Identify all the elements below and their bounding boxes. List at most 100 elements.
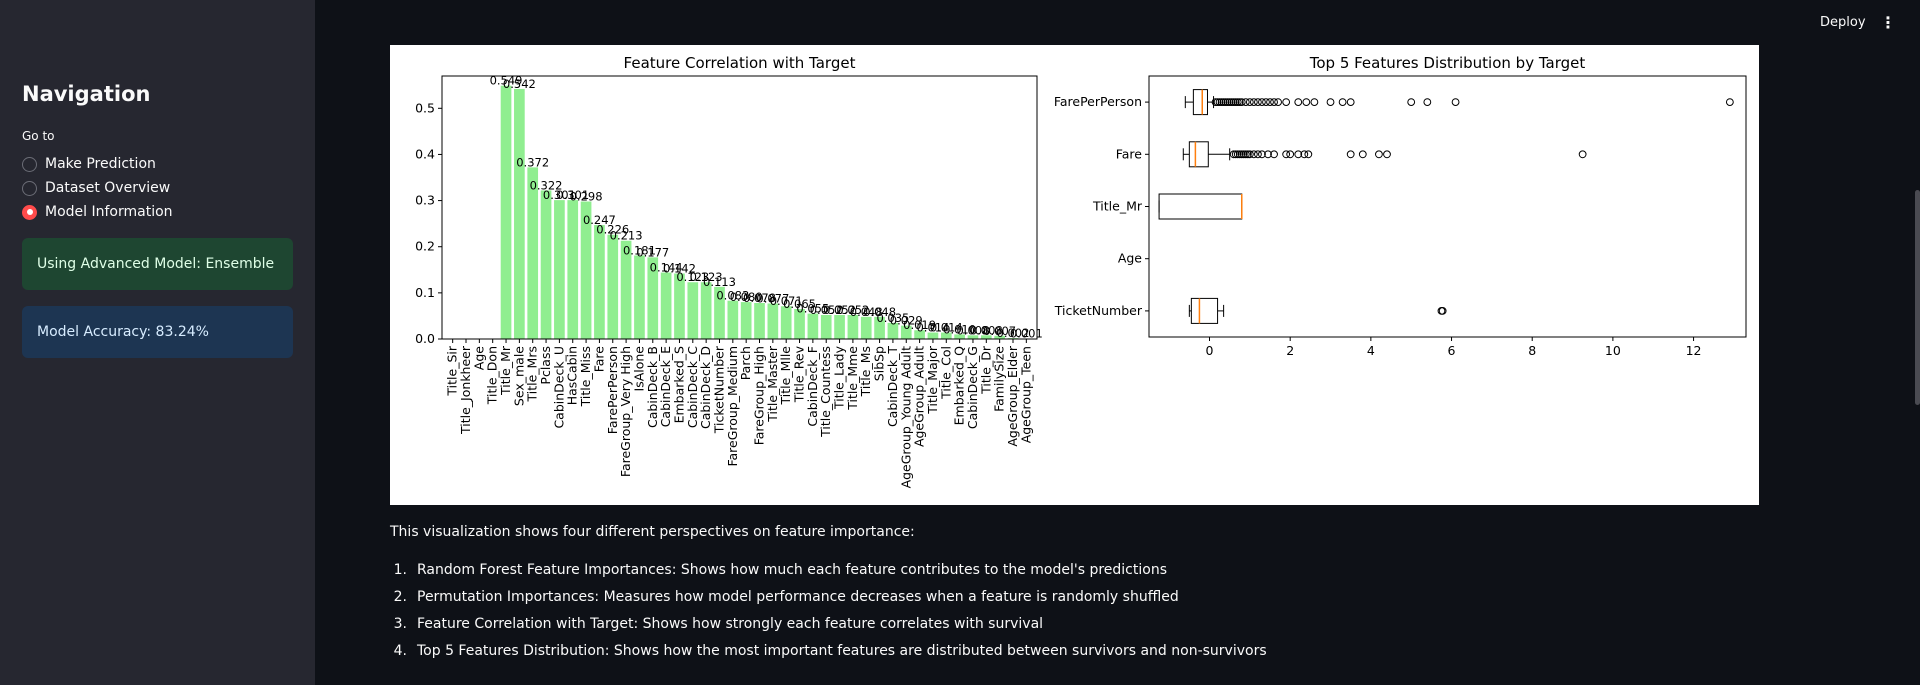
bar-value-label: 0.052 — [836, 303, 869, 317]
x-tick-label: CabinDeck_D — [698, 346, 713, 429]
correlation-bar — [540, 190, 552, 339]
boxplot-outlier — [1254, 98, 1262, 106]
y-tick-label: Age — [1118, 251, 1142, 266]
correlation-bar — [834, 315, 845, 339]
radio-label: Make Prediction — [45, 156, 156, 172]
boxplot-outlier — [1221, 98, 1230, 106]
bar-value-label: 0.052 — [823, 303, 856, 317]
correlation-bar — [887, 322, 899, 339]
bar-value-label: 0.123 — [676, 270, 709, 284]
boxplot-outlier — [1215, 98, 1224, 106]
bar-value-label: 0.542 — [503, 77, 536, 91]
boxplot-outlier — [1264, 150, 1272, 159]
boxplot-title: Top 5 Features Distribution by Target — [1309, 54, 1586, 72]
list-number: 3. — [393, 616, 407, 632]
bar-value-label: 0.019 — [903, 318, 936, 332]
x-tick-label: FareGroup_Medium — [725, 346, 740, 467]
correlation-bar — [754, 303, 765, 339]
bar-value-label: 0.010 — [943, 322, 976, 336]
main-menu-icon[interactable]: ⋮ — [1880, 13, 1896, 32]
boxplot-outlier — [1213, 98, 1222, 106]
x-tick-label: AgeGroup_Young Adult — [898, 346, 913, 489]
y-tick-label: 0.2 — [415, 239, 435, 254]
x-tick-label: CabinDeck_G — [965, 346, 980, 429]
boxplot-outlier — [1258, 98, 1266, 106]
deploy-button[interactable]: Deploy — [1820, 15, 1866, 30]
correlation-bar — [767, 303, 779, 339]
correlation-bar — [967, 335, 979, 339]
radio-dataset-overview[interactable]: Dataset Overview — [22, 178, 170, 198]
x-tick-label: Embarked_S — [671, 346, 686, 423]
boxplot-outlier — [1249, 150, 1258, 159]
x-tick-label: Title_Mlle — [778, 346, 793, 406]
boxplot-outlier — [1235, 98, 1244, 106]
bar-value-label: 0.372 — [516, 155, 549, 169]
correlation-bar — [714, 286, 725, 339]
correlation-bar — [674, 273, 685, 339]
list-item: 3. Feature Correlation with Target: Show… — [390, 616, 1590, 636]
boxplot-outlier — [1326, 98, 1335, 106]
boxplot-outlier — [1383, 150, 1391, 159]
boxplot-outlier — [1286, 150, 1295, 159]
boxplot-outlier — [1237, 150, 1246, 159]
bar-value-label: 0.035 — [876, 311, 909, 325]
correlation-bar — [927, 332, 939, 339]
boxplot-outlier — [1243, 150, 1252, 159]
boxplot-outlier — [1310, 98, 1319, 106]
radio-model-information[interactable]: Model Information — [22, 202, 173, 222]
x-tick-label: AgeGroup_Teen — [1018, 346, 1033, 443]
bar-value-label: 0.008 — [956, 323, 989, 337]
boxplot-outlier — [1282, 98, 1291, 106]
boxplot-outlier — [1423, 98, 1432, 106]
x-tick-label: Title_Mr — [498, 345, 513, 396]
bar-value-label: 0.077 — [756, 291, 789, 305]
x-tick-label: FarePerPerson — [605, 346, 620, 434]
x-tick-label: 12 — [1686, 343, 1702, 358]
correlation-bar — [700, 282, 712, 339]
info-message: Model Accuracy: 83.24% — [37, 324, 209, 340]
boxplot-outlier — [1241, 150, 1250, 159]
correlation-bar — [554, 200, 565, 339]
boxplot-outlier — [1294, 98, 1303, 106]
boxplot-outlier — [1438, 307, 1447, 315]
boxplot-outlier — [1346, 98, 1355, 106]
x-tick-label: CabinDeck_T — [885, 346, 900, 427]
bar-value-label: 0.301 — [556, 188, 589, 202]
y-tick-label: 0.0 — [415, 331, 435, 346]
visualization-caption: This visualization shows four different … — [390, 524, 915, 540]
x-tick-label: FareGroup_Very High — [618, 346, 633, 477]
boxplot-outlier — [1233, 98, 1242, 106]
correlation-bar — [567, 200, 579, 339]
bar-value-label: 0.322 — [530, 178, 563, 192]
radio-make-prediction[interactable]: Make Prediction — [22, 154, 156, 174]
radio-label: Model Information — [45, 204, 173, 220]
bar-value-label: 0.226 — [596, 223, 629, 237]
boxplot-outlier — [1304, 150, 1313, 159]
x-tick-label: CabinDeck_B — [645, 346, 660, 428]
boxplot-outlier — [1578, 150, 1587, 159]
x-tick-label: 4 — [1367, 343, 1375, 358]
bar-value-label: 0.071 — [770, 294, 803, 308]
boxplot-outlier — [1223, 98, 1232, 106]
radio-label: Dataset Overview — [45, 180, 171, 196]
correlation-bar — [594, 225, 605, 339]
correlation-bar — [980, 335, 992, 339]
bar-value-label: 0.048 — [850, 305, 883, 319]
correlation-bar — [660, 272, 672, 339]
bar-value-label: 0.001 — [1010, 327, 1043, 341]
scrollbar[interactable] — [1915, 190, 1920, 405]
bar-value-label: 0.048 — [863, 305, 896, 319]
correlation-bar — [807, 313, 819, 339]
correlation-bar — [727, 300, 739, 339]
bar-value-label: 0.213 — [610, 229, 643, 243]
x-tick-label: CabinDeck_C — [685, 346, 700, 428]
x-tick-label: Title_Countess — [818, 346, 833, 438]
y-tick-label: Title_Mr — [1092, 199, 1143, 214]
bar-value-label: 0.177 — [636, 245, 669, 259]
boxplot-outlier — [1282, 150, 1291, 159]
bar-value-label: 0.002 — [997, 326, 1030, 340]
correlation-bar — [860, 316, 872, 339]
boxplot-outlier — [1233, 150, 1242, 159]
boxplot-outlier — [1270, 98, 1278, 106]
boxplot-outlier — [1229, 98, 1238, 106]
